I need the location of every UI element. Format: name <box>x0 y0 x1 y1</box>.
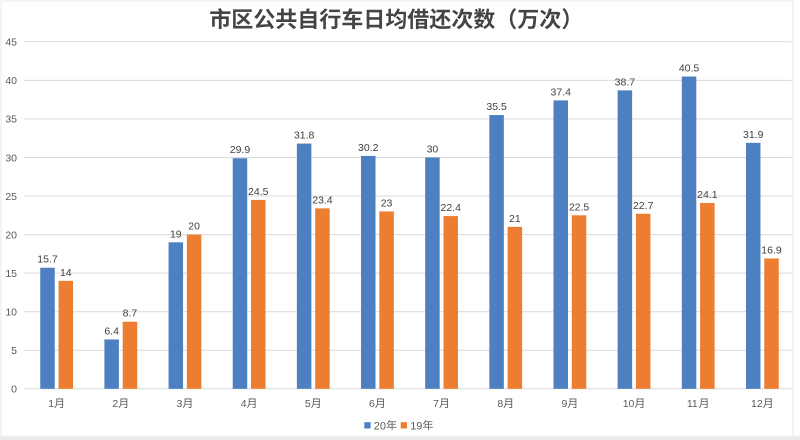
svg-text:9: 9 <box>561 398 567 410</box>
svg-text:20: 20 <box>188 221 200 233</box>
svg-text:20: 20 <box>374 420 386 432</box>
svg-text:6: 6 <box>369 398 375 410</box>
svg-text:24.5: 24.5 <box>248 186 269 198</box>
svg-text:11: 11 <box>687 398 698 410</box>
svg-text:22.7: 22.7 <box>633 200 654 212</box>
svg-text:40.5: 40.5 <box>679 63 700 75</box>
svg-text:19: 19 <box>170 228 182 240</box>
svg-text:8.7: 8.7 <box>123 308 138 320</box>
svg-text:4: 4 <box>241 398 247 410</box>
svg-text:24.1: 24.1 <box>697 189 718 201</box>
svg-text:14: 14 <box>60 267 72 279</box>
svg-text:35.5: 35.5 <box>486 101 507 113</box>
svg-text:30: 30 <box>5 152 17 164</box>
svg-text:16.9: 16.9 <box>761 244 782 256</box>
svg-text:23.4: 23.4 <box>312 194 333 206</box>
svg-text:5: 5 <box>305 398 311 410</box>
svg-text:6.4: 6.4 <box>104 325 119 337</box>
svg-text:5: 5 <box>11 345 17 357</box>
svg-text:21: 21 <box>509 213 521 225</box>
svg-text:30.2: 30.2 <box>358 142 379 154</box>
svg-text:10: 10 <box>5 307 17 319</box>
svg-text:20: 20 <box>5 229 17 241</box>
svg-text:2: 2 <box>112 398 118 410</box>
svg-text:31.8: 31.8 <box>294 130 315 142</box>
svg-text:38.7: 38.7 <box>615 76 636 88</box>
svg-text:8: 8 <box>497 398 503 410</box>
svg-text:29.9: 29.9 <box>230 144 251 156</box>
svg-text:31.9: 31.9 <box>743 129 764 141</box>
svg-text:1: 1 <box>48 398 54 410</box>
svg-text:45: 45 <box>5 37 17 49</box>
svg-text:25: 25 <box>5 191 17 203</box>
svg-text:0: 0 <box>11 384 17 396</box>
svg-text:30: 30 <box>427 143 439 155</box>
svg-text:22.5: 22.5 <box>569 201 590 213</box>
svg-text:23: 23 <box>381 197 393 209</box>
svg-text:3: 3 <box>177 398 183 410</box>
svg-text:15.7: 15.7 <box>37 254 58 266</box>
svg-text:10: 10 <box>623 398 635 410</box>
svg-text:12: 12 <box>751 398 763 410</box>
svg-text:37.4: 37.4 <box>551 86 572 98</box>
svg-text:19: 19 <box>410 420 422 432</box>
svg-text:15: 15 <box>5 268 17 280</box>
svg-text:22.4: 22.4 <box>441 202 462 214</box>
svg-text:40: 40 <box>5 75 17 87</box>
svg-text:7: 7 <box>433 398 439 410</box>
svg-text:35: 35 <box>5 114 17 126</box>
